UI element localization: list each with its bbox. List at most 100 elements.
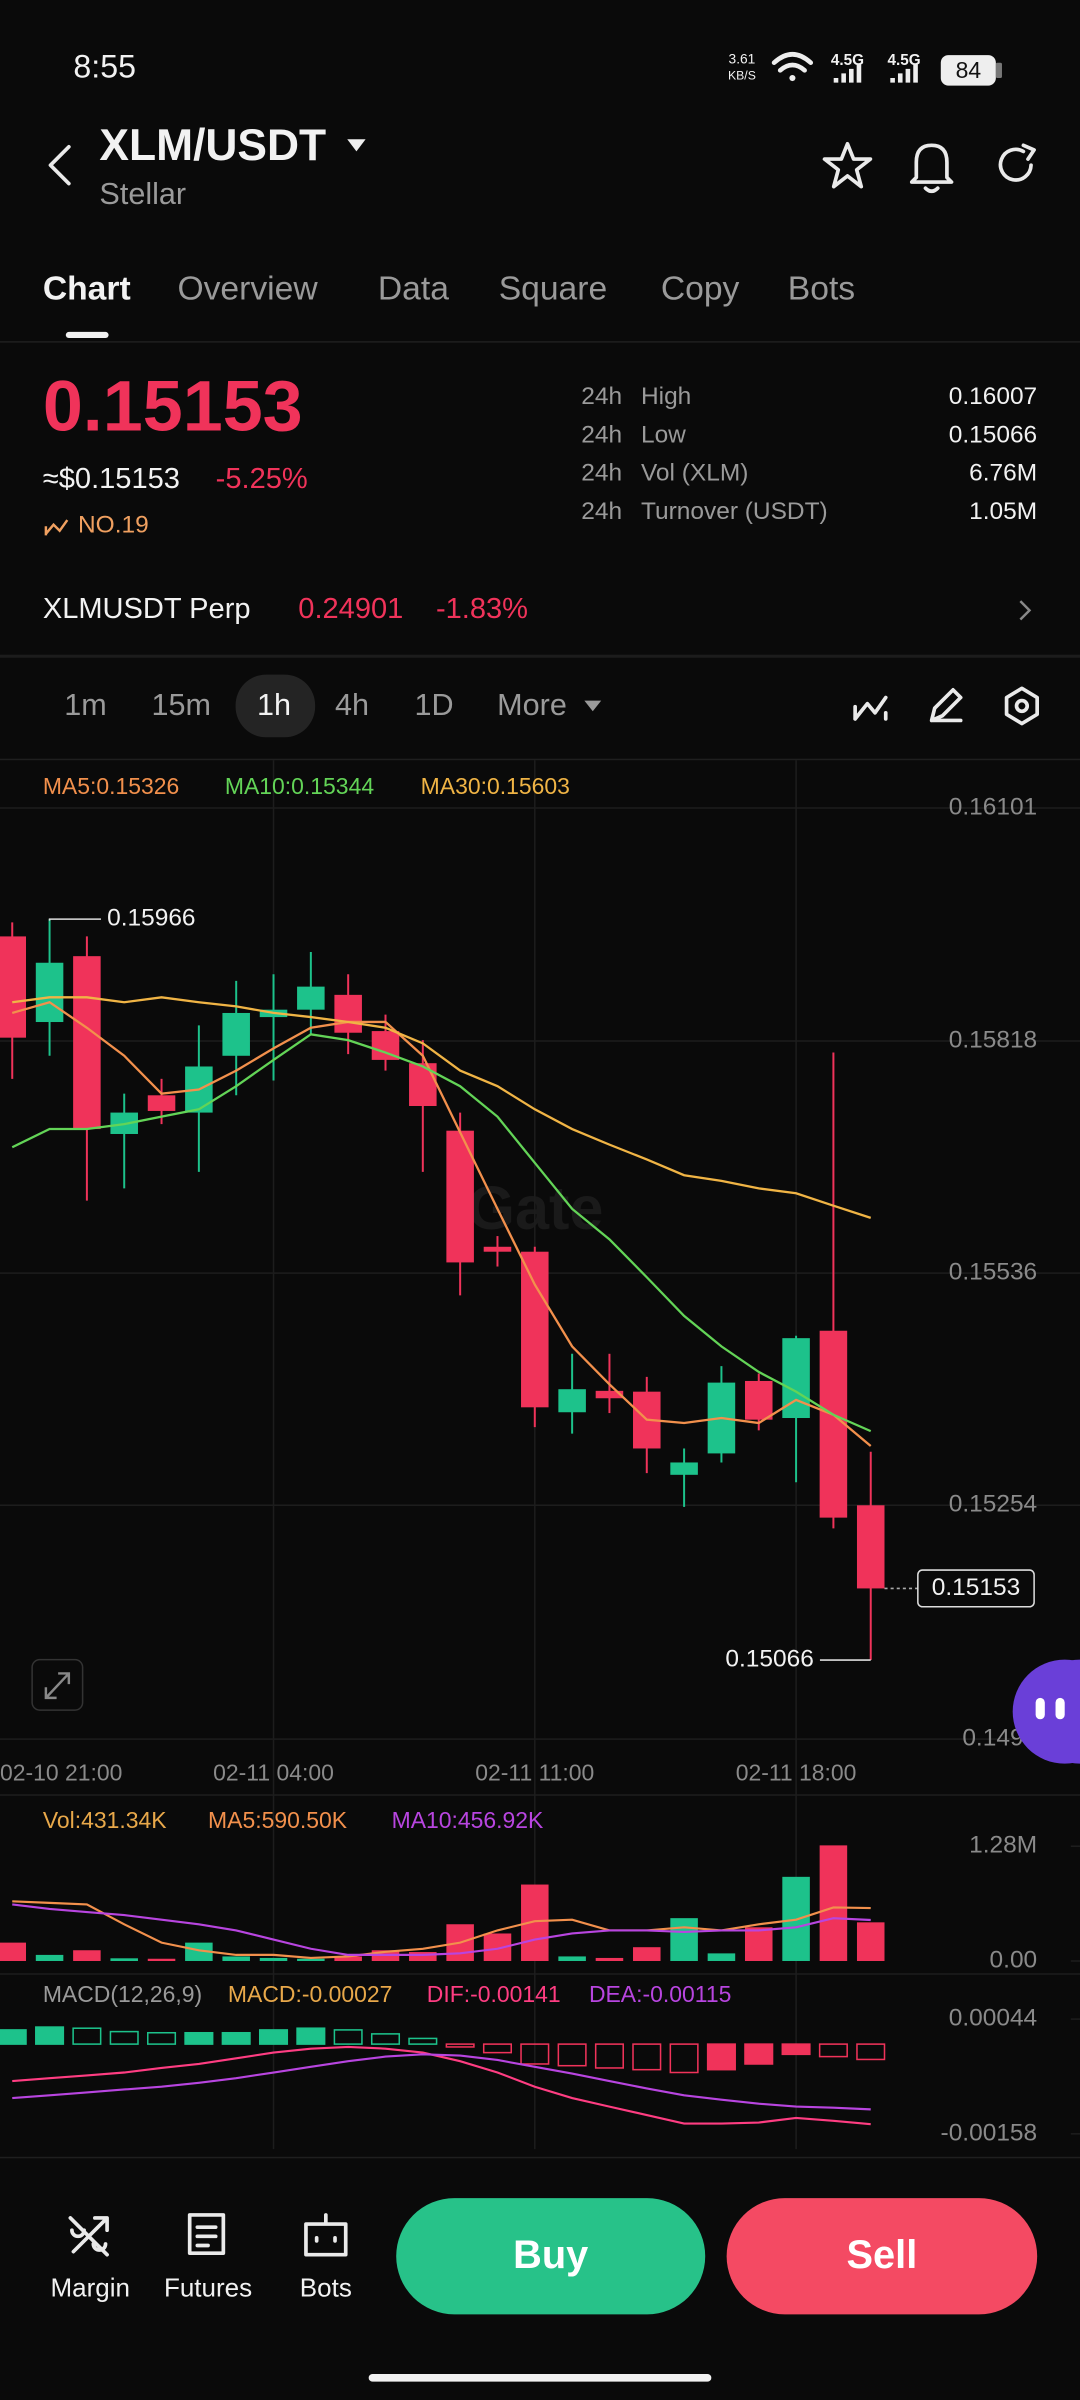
macd-line (12, 2045, 871, 2126)
macd-bar (445, 2043, 475, 2048)
settings-button-dot[interactable] (1014, 698, 1030, 714)
pair-title[interactable]: XLM/USDT (99, 121, 326, 170)
assistant-bubble[interactable] (1012, 1659, 1080, 1764)
interval[interactable]: 1h (257, 688, 291, 722)
y-tick-label: 0.00044 (949, 2005, 1037, 2032)
expand-icon[interactable] (44, 1672, 71, 1700)
legend-entry: MA5:0.15326 (43, 773, 179, 799)
volume-ma-line (12, 1903, 871, 1956)
signal-icon (833, 64, 862, 83)
volume-bar (744, 1927, 773, 1961)
stat-label: Low (641, 421, 686, 448)
tab[interactable]: Chart (43, 271, 131, 308)
volume-bar (259, 1957, 288, 1961)
stat-period: 24h (581, 383, 622, 410)
pair-dropdown[interactable] (347, 139, 366, 152)
alert-button[interactable] (909, 143, 954, 194)
perp-chevron[interactable] (1019, 600, 1032, 621)
candle-body (35, 962, 64, 1023)
macd-bar (482, 2043, 513, 2054)
x-tick-label: 02-10 21:00 (0, 1759, 122, 1785)
tab[interactable]: Bots (788, 271, 855, 308)
expand-button[interactable] (31, 1658, 84, 1711)
action-label[interactable]: Bots (300, 2273, 352, 2303)
futures-icon[interactable] (187, 2213, 226, 2255)
rank: NO.19 (78, 512, 149, 539)
tab[interactable]: Data (378, 271, 449, 308)
tab[interactable]: Square (499, 271, 607, 308)
net-speed: 3.61 (729, 51, 756, 66)
macd-bar (520, 2043, 550, 2065)
action-label[interactable]: Margin (51, 2273, 130, 2303)
buy-button[interactable] (396, 2198, 706, 2315)
volume-bar (409, 1952, 437, 1961)
usd-price: ≈$0.15153 (43, 463, 180, 495)
macd-bar (408, 2037, 438, 2045)
candle-body (856, 1505, 885, 1589)
indicator-button[interactable] (853, 695, 888, 721)
draw-button[interactable] (929, 688, 963, 723)
volume-bar (73, 1950, 101, 1961)
ma-line (11, 1033, 872, 1433)
candle-body (334, 994, 362, 1033)
margin-icon[interactable] (68, 2216, 109, 2257)
candle-body (147, 1095, 176, 1111)
buy-label[interactable]: Buy (513, 2233, 588, 2277)
last-price-label: 0.15153 (932, 1574, 1020, 1601)
tab[interactable]: Overview (177, 271, 318, 308)
volume-bar (856, 1922, 885, 1961)
macd-line (12, 2053, 871, 2111)
candle-body (222, 1012, 250, 1056)
refresh-button[interactable] (998, 143, 1036, 182)
perp-price: 0.24901 (298, 593, 403, 625)
x-tick-label: 02-11 04:00 (213, 1759, 334, 1785)
action-label[interactable]: Futures (164, 2273, 252, 2303)
bottom-actions: Margin Futures Bots (51, 2273, 352, 2303)
stat-label: Vol (XLM) (641, 460, 748, 487)
x-tick-label: 02-11 11:00 (475, 1759, 594, 1785)
status-time: 8:55 (73, 48, 136, 84)
bots-icon[interactable] (304, 2213, 348, 2257)
interval[interactable]: 15m (151, 688, 210, 722)
more-caret[interactable] (584, 700, 602, 712)
macd-bar (35, 2026, 65, 2045)
volume-bar (0, 1942, 27, 1961)
high-label: 0.15966 (107, 905, 195, 932)
assistant-eye (1055, 1697, 1065, 1720)
candle-body (297, 986, 325, 1010)
network-type: 4.5G (888, 52, 921, 69)
legend-entry: MA30:0.15603 (421, 773, 570, 799)
net-speed-unit: KB/S (728, 69, 756, 83)
sell-label[interactable]: Sell (847, 2233, 918, 2277)
favorite-button[interactable] (822, 141, 873, 189)
interval-bar: 1m 15m 1h 4h 1D More (64, 688, 567, 722)
home-indicator (368, 2373, 712, 2382)
settings-button[interactable] (1004, 686, 1040, 726)
divider (0, 654, 1080, 658)
sell-button[interactable] (726, 2198, 1038, 2315)
legend-entry: MA10:456.92K (392, 1807, 544, 1833)
macd-bar (184, 2031, 214, 2045)
stat-period: 24h (581, 421, 622, 448)
volume-bar (222, 1956, 250, 1961)
interval[interactable]: 1m (64, 688, 106, 722)
perp-name[interactable]: XLMUSDT Perp (43, 593, 251, 625)
candle-body (73, 956, 101, 1130)
volume-bar (297, 1958, 325, 1961)
y-tick-label: 1.28M (969, 1832, 1037, 1859)
interval-active-bg (235, 674, 316, 738)
interval[interactable]: More (497, 688, 567, 722)
macd-bar (706, 2043, 736, 2071)
legend-entry: DEA:-0.00115 (589, 1981, 731, 2007)
macd-bar (818, 2043, 848, 2058)
back-button[interactable] (48, 145, 71, 186)
legend-entry: MA5:590.50K (208, 1807, 348, 1833)
volume-bar (35, 1954, 64, 1961)
tab[interactable]: Copy (661, 271, 740, 308)
interval[interactable]: 1D (415, 688, 454, 722)
volume-bar (633, 1947, 661, 1961)
interval[interactable]: 4h (335, 688, 369, 722)
divider (0, 341, 1080, 343)
